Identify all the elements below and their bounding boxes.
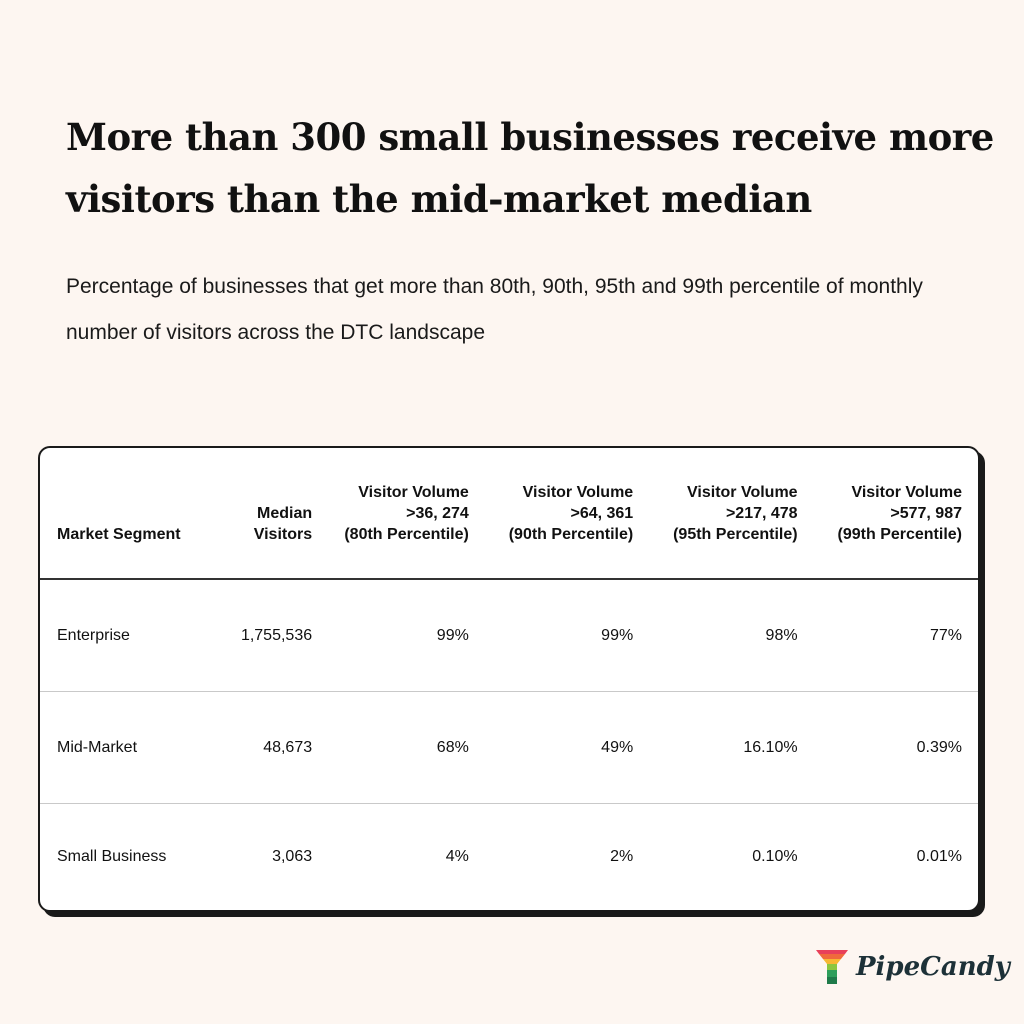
header-line: Visitor Volume xyxy=(522,483,634,501)
cell-95th: 98% xyxy=(633,579,798,692)
header-line: (80th Percentile) xyxy=(344,525,469,543)
table-row: Small Business 3,063 4% 2% 0.10% 0.01% xyxy=(40,804,978,911)
cell-99th: 0.01% xyxy=(916,848,962,865)
cell-median: 48,673 xyxy=(222,691,313,804)
cell-90th: 49% xyxy=(468,691,634,804)
header-line: Visitor Volume xyxy=(358,483,469,501)
header-median-visitors: Median Visitors xyxy=(222,448,313,580)
cell-median: 1,755,536 xyxy=(222,579,313,692)
cell-median: 3,063 xyxy=(272,848,313,865)
data-table-card: Market Segment Median Visitors Visitor Vo… xyxy=(38,446,980,912)
cell-80th: 99% xyxy=(312,579,469,692)
cell-95th: 0.10% xyxy=(752,848,798,865)
header-line: Median xyxy=(257,505,313,522)
header-line: Market Segment xyxy=(57,525,181,543)
header-line: >64, 361 xyxy=(570,504,634,522)
cell-segment: Enterprise xyxy=(40,579,223,692)
cell-80th: 4% xyxy=(445,848,469,865)
table-row: Enterprise 1,755,536 99% 99% 98% 77% xyxy=(40,579,978,692)
cell-segment: Small Business xyxy=(57,848,167,865)
pipecandy-logo: PipeCandy xyxy=(816,950,1010,984)
cell-95th: 16.10% xyxy=(633,691,798,804)
page-title: More than 300 small businesses receive m… xyxy=(66,115,994,221)
header-90th: Visitor Volume >64, 361 (90th Percentile) xyxy=(468,448,634,580)
header-line: >217, 478 xyxy=(725,504,798,522)
header-line: (99th Percentile) xyxy=(837,525,962,543)
header-line: Visitor Volume xyxy=(851,483,962,501)
header-line: >577, 987 xyxy=(890,504,962,522)
funnel-logo-icon xyxy=(816,950,848,984)
cell-80th: 68% xyxy=(312,691,469,804)
table-row: Mid-Market 48,673 68% 49% 16.10% 0.39% xyxy=(40,691,978,804)
market-segment-table: Market Segment Median Visitors Visitor Vo… xyxy=(40,448,978,910)
header-market-segment: Market Segment xyxy=(40,448,223,580)
cell-99th: 77% xyxy=(797,579,978,692)
header-line: Visitors xyxy=(253,526,313,543)
cell-90th: 99% xyxy=(468,579,634,692)
cell-segment: Mid-Market xyxy=(40,691,223,804)
header-line: (95th Percentile) xyxy=(673,525,798,543)
header-line: (90th Percentile) xyxy=(508,525,634,543)
brand-name: PipeCandy xyxy=(856,952,1010,982)
header-80th: Visitor Volume >36, 274 (80th Percentile) xyxy=(312,448,469,580)
header-99th: Visitor Volume >577, 987 (99th Percentile) xyxy=(797,448,978,580)
table-header-row: Market Segment Median Visitors Visitor Vo… xyxy=(40,448,978,580)
cell-90th: 2% xyxy=(610,848,634,865)
header-line: >36, 274 xyxy=(406,504,469,522)
header-95th: Visitor Volume >217, 478 (95th Percentile) xyxy=(633,448,798,580)
header-line: Visitor Volume xyxy=(687,483,798,501)
cell-99th: 0.39% xyxy=(797,691,978,804)
page-subtitle: Percentage of businesses that get more t… xyxy=(66,275,923,344)
